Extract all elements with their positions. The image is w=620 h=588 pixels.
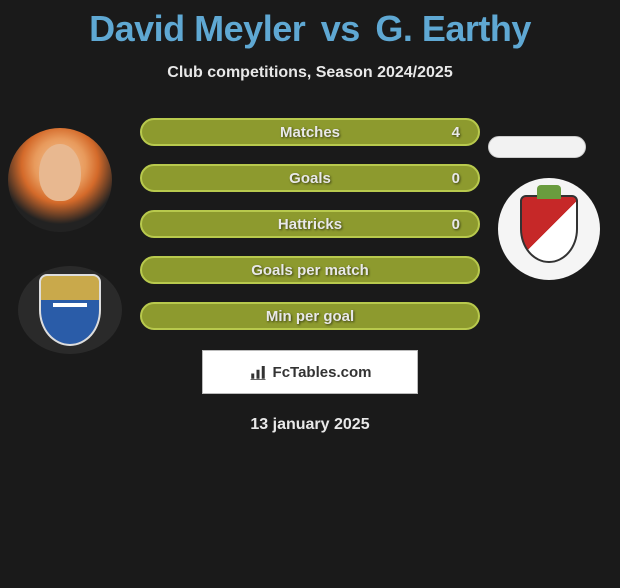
player2-name: G. Earthy xyxy=(375,8,531,49)
page-title: David Meyler vs G. Earthy xyxy=(0,8,620,50)
stat-label: Matches xyxy=(280,124,340,141)
stat-label: Min per goal xyxy=(266,308,354,325)
stat-value: 0 xyxy=(452,170,460,187)
vs-text: vs xyxy=(321,8,360,49)
stat-bar-min-per-goal: Min per goal xyxy=(140,302,480,330)
stat-label: Goals per match xyxy=(251,262,369,279)
source-logo[interactable]: FcTables.com xyxy=(202,350,418,394)
stat-bars: Matches 4 Goals 0 Hattricks 0 Goals per … xyxy=(140,118,480,330)
stat-label: Goals xyxy=(289,170,331,187)
stat-label: Hattricks xyxy=(278,216,342,233)
stat-bar-goals-per-match: Goals per match xyxy=(140,256,480,284)
stat-bar-hattricks: Hattricks 0 xyxy=(140,210,480,238)
date-text: 13 january 2025 xyxy=(0,416,620,434)
player1-name: David Meyler xyxy=(89,8,305,49)
stats-section: Matches 4 Goals 0 Hattricks 0 Goals per … xyxy=(0,118,620,434)
chart-icon xyxy=(249,363,267,381)
stat-bar-goals: Goals 0 xyxy=(140,164,480,192)
subtitle: Club competitions, Season 2024/2025 xyxy=(0,64,620,82)
stat-bar-matches: Matches 4 xyxy=(140,118,480,146)
stat-value: 4 xyxy=(452,124,460,141)
logo-text: FcTables.com xyxy=(273,364,372,381)
stat-value: 0 xyxy=(452,216,460,233)
